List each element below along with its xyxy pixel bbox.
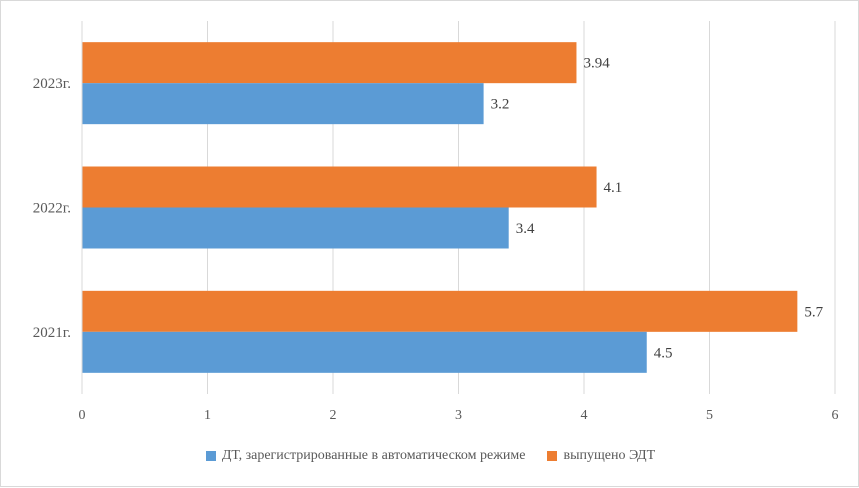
data-label-auto-registered-0: 4.5 xyxy=(654,345,673,361)
bar-edt-issued-1 xyxy=(82,166,597,208)
legend-item-edt-issued: выпущено ЭДТ xyxy=(547,448,655,464)
x-tick-label-1: 1 xyxy=(204,408,211,423)
data-label-edt-issued-0: 5.7 xyxy=(804,304,823,320)
data-label-auto-registered-1: 3.4 xyxy=(516,221,535,237)
x-tick-label-3: 3 xyxy=(455,408,462,423)
x-tick-label-5: 5 xyxy=(706,408,713,423)
bar-edt-issued-0 xyxy=(82,290,798,332)
legend-swatch-auto-registered xyxy=(205,451,216,461)
bar-edt-issued-2 xyxy=(82,42,577,84)
data-label-edt-issued-2: 3.94 xyxy=(583,56,610,72)
category-label-1: 2022г. xyxy=(33,201,71,217)
legend-label-edt-issued: выпущено ЭДТ xyxy=(563,448,656,463)
x-tick-label-2: 2 xyxy=(330,408,337,423)
legend-label-auto-registered: ДТ, зарегистрированные в автоматическом … xyxy=(221,448,526,463)
bar-auto-registered-1 xyxy=(82,207,509,249)
legend-item-auto-registered: ДТ, зарегистрированные в автоматическом … xyxy=(205,448,526,464)
x-tick-label-0: 0 xyxy=(79,408,86,423)
category-label-2: 2023г. xyxy=(33,76,71,92)
bar-auto-registered-2 xyxy=(82,83,484,125)
x-tick-label-4: 4 xyxy=(581,408,588,423)
bar-auto-registered-0 xyxy=(82,331,647,373)
legend-swatch-edt-issued xyxy=(547,451,558,461)
data-label-edt-issued-1: 4.1 xyxy=(604,180,623,196)
category-label-0: 2021г. xyxy=(33,325,71,341)
legend: ДТ, зарегистрированные в автоматическом … xyxy=(1,448,859,464)
data-label-auto-registered-2: 3.2 xyxy=(491,97,510,113)
x-tick-label-6: 6 xyxy=(832,408,839,423)
